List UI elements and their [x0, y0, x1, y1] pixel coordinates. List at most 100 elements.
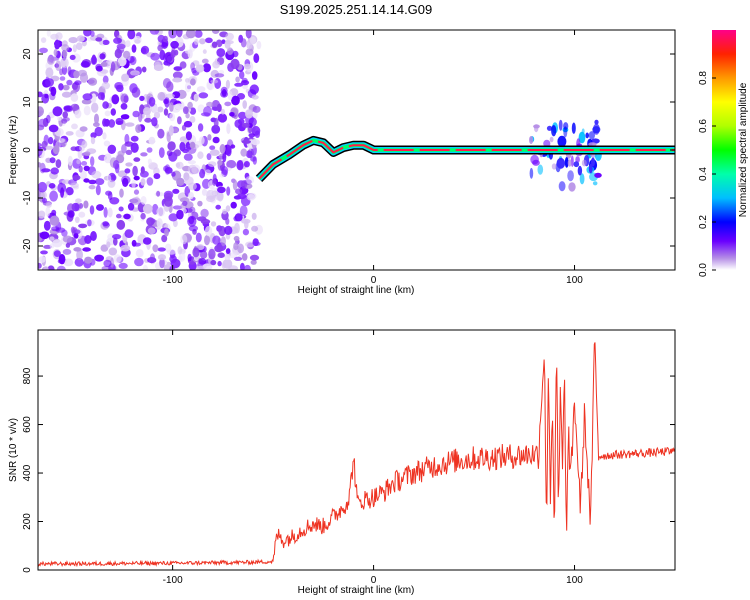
noise-cell [131, 44, 137, 53]
noise-cell [241, 139, 251, 144]
x-tick-label: 100 [566, 575, 583, 586]
noise-cell [226, 147, 232, 157]
noise-cell [40, 250, 48, 255]
noise-cell [48, 124, 59, 133]
noise-cell [38, 91, 43, 98]
snr-background [38, 330, 675, 570]
noise-cell [212, 30, 220, 34]
disturbance-cell [563, 126, 568, 138]
noise-cell [94, 254, 104, 262]
noise-cell [106, 174, 112, 182]
noise-cell [201, 188, 208, 196]
disturbance-cell [588, 163, 593, 174]
noise-cell [149, 30, 160, 35]
x-tick-label: -100 [163, 575, 183, 586]
noise-cell [113, 37, 122, 44]
disturbance-cell [549, 136, 554, 143]
noise-cell [146, 177, 154, 186]
noise-cell [41, 168, 51, 173]
noise-cell [249, 254, 260, 261]
noise-cell [62, 84, 70, 91]
snr-y-label: SNR (10 * v/v) [8, 418, 19, 482]
noise-cell [252, 238, 259, 247]
y-tick-label: 800 [22, 367, 33, 384]
disturbance-cell [594, 119, 599, 125]
noise-cell [164, 228, 169, 237]
noise-cell [217, 113, 228, 123]
noise-cell [226, 47, 234, 55]
noise-cell [43, 265, 49, 270]
noise-cell [230, 144, 236, 149]
noise-cell [183, 146, 192, 151]
noise-cell [200, 208, 209, 218]
noise-cell [40, 37, 47, 43]
noise-cell [81, 99, 92, 105]
noise-cell [73, 229, 81, 235]
noise-cell [242, 228, 249, 236]
noise-cell [234, 82, 244, 87]
noise-cell [47, 265, 55, 270]
noise-cell [38, 210, 46, 219]
noise-cell [90, 156, 95, 167]
noise-cell [222, 151, 227, 163]
noise-cell [214, 73, 225, 78]
noise-cell [219, 144, 226, 154]
noise-cell [46, 114, 51, 124]
noise-cell [254, 130, 260, 138]
noise-cell [183, 153, 193, 161]
noise-cell [97, 92, 105, 100]
noise-cell [121, 175, 131, 185]
noise-cell [116, 219, 126, 230]
noise-cell [59, 76, 66, 81]
noise-cell [133, 157, 141, 162]
noise-cell [172, 77, 183, 83]
noise-cell [230, 201, 237, 209]
colorbar-tick-label: 0.8 [698, 71, 709, 85]
noise-cell [198, 258, 207, 265]
noise-cell [194, 39, 199, 45]
noise-cell [205, 37, 213, 44]
noise-cell [132, 165, 138, 177]
noise-cell [49, 190, 58, 202]
noise-cell [194, 30, 203, 38]
noise-cell [204, 235, 210, 246]
noise-cell [113, 237, 118, 246]
noise-cell [130, 70, 140, 76]
noise-cell [172, 188, 180, 194]
noise-cell [65, 187, 74, 196]
noise-cell [204, 169, 211, 176]
noise-cell [187, 182, 197, 191]
noise-cell [125, 122, 135, 127]
noise-cell [216, 48, 226, 58]
noise-cell [212, 235, 221, 245]
noise-cell [52, 145, 60, 155]
noise-cell [221, 39, 226, 44]
noise-cell [38, 181, 48, 193]
noise-cell [95, 65, 103, 72]
noise-cell [91, 170, 102, 179]
noise-cell [210, 79, 219, 84]
noise-cell [52, 239, 63, 248]
noise-cell [161, 234, 168, 243]
noise-cell [188, 192, 194, 200]
noise-cell [211, 41, 218, 48]
noise-cell [129, 55, 137, 66]
noise-cell [61, 44, 70, 52]
noise-cell [196, 265, 205, 270]
noise-cell [102, 75, 109, 84]
noise-cell [251, 225, 259, 232]
noise-cell [233, 195, 242, 200]
noise-cell [245, 241, 255, 248]
disturbance-cell [579, 173, 585, 185]
noise-cell [248, 133, 256, 138]
noise-cell [187, 160, 196, 165]
noise-cell [153, 64, 164, 71]
noise-cell [252, 156, 257, 165]
disturbance-cell [537, 164, 544, 175]
noise-cell [226, 160, 237, 169]
disturbance-cell [585, 132, 589, 139]
noise-cell [201, 58, 209, 64]
noise-cell [82, 93, 93, 101]
disturbance-cell [567, 170, 574, 182]
noise-cell [170, 40, 179, 49]
